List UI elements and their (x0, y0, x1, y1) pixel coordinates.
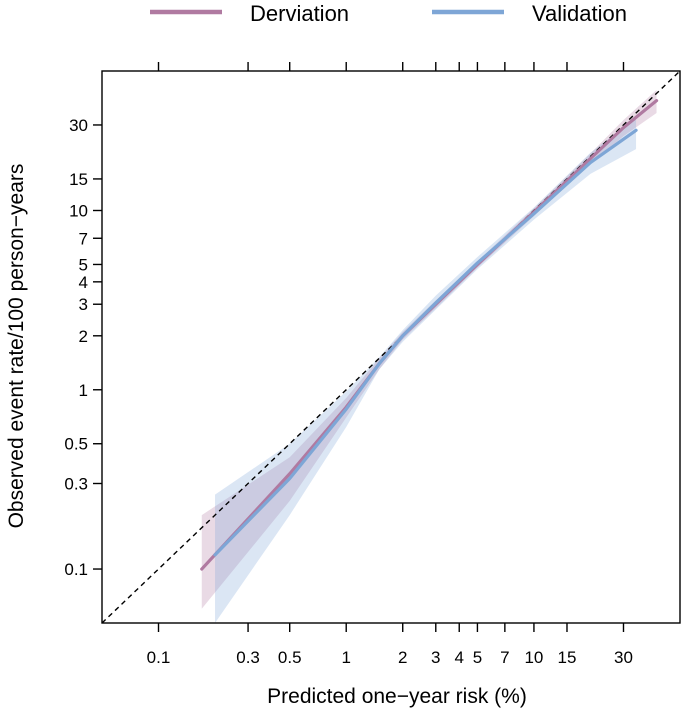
y-tick-label: 30 (69, 116, 88, 135)
y-tick-label: 7 (79, 229, 88, 248)
x-tick-label: 15 (558, 648, 577, 667)
x-axis-title: Predicted one−year risk (%) (267, 685, 527, 708)
y-tick-label: 0.5 (64, 435, 88, 454)
y-tick-label: 0.1 (64, 560, 88, 579)
y-tick-label: 5 (79, 255, 88, 274)
y-tick-label: 10 (69, 201, 88, 220)
confidence-bands (201, 90, 657, 624)
legend-derivation-label: Derviation (250, 1, 349, 26)
x-tick-label: 2 (398, 648, 407, 667)
x-tick-label: 4 (454, 648, 463, 667)
x-axis-top (157, 62, 625, 71)
legend-validation-label: Validation (532, 1, 627, 26)
y-tick-label: 15 (69, 170, 88, 189)
y-tick-label: 4 (79, 273, 88, 292)
x-tick-label: 30 (614, 648, 633, 667)
x-tick-label: 3 (431, 648, 440, 667)
y-axis: 0.1 0.3 0.5 1 2 3 45 7 10 15 30 (64, 116, 102, 579)
x-axis-bottom: 0.1 0.3 0.5 1 2 3 4 5 7 10 15 30 (147, 623, 633, 667)
x-tick-label: 0.5 (278, 648, 302, 667)
x-tick-label: 1 (341, 648, 350, 667)
y-tick-label: 1 (79, 381, 88, 400)
x-tick-label: 0.1 (147, 648, 171, 667)
x-tick-label: 5 (473, 648, 482, 667)
y-tick-label: 2 (79, 327, 88, 346)
y-tick-label: 0.3 (64, 475, 88, 494)
y-tick-label: 3 (79, 295, 88, 314)
series-line-validation (213, 128, 638, 557)
y-axis-title: Observed event rate/100 person−years (5, 164, 28, 529)
x-tick-label: 0.3 (236, 648, 260, 667)
plot-frame (101, 70, 681, 624)
x-tick-label: 7 (500, 648, 509, 667)
confidence-band-validation (215, 117, 637, 624)
legend: Derviation Validation (150, 1, 627, 26)
series-lines (200, 99, 659, 571)
confidence-band-derivation (201, 90, 657, 609)
x-tick-label: 10 (524, 648, 543, 667)
